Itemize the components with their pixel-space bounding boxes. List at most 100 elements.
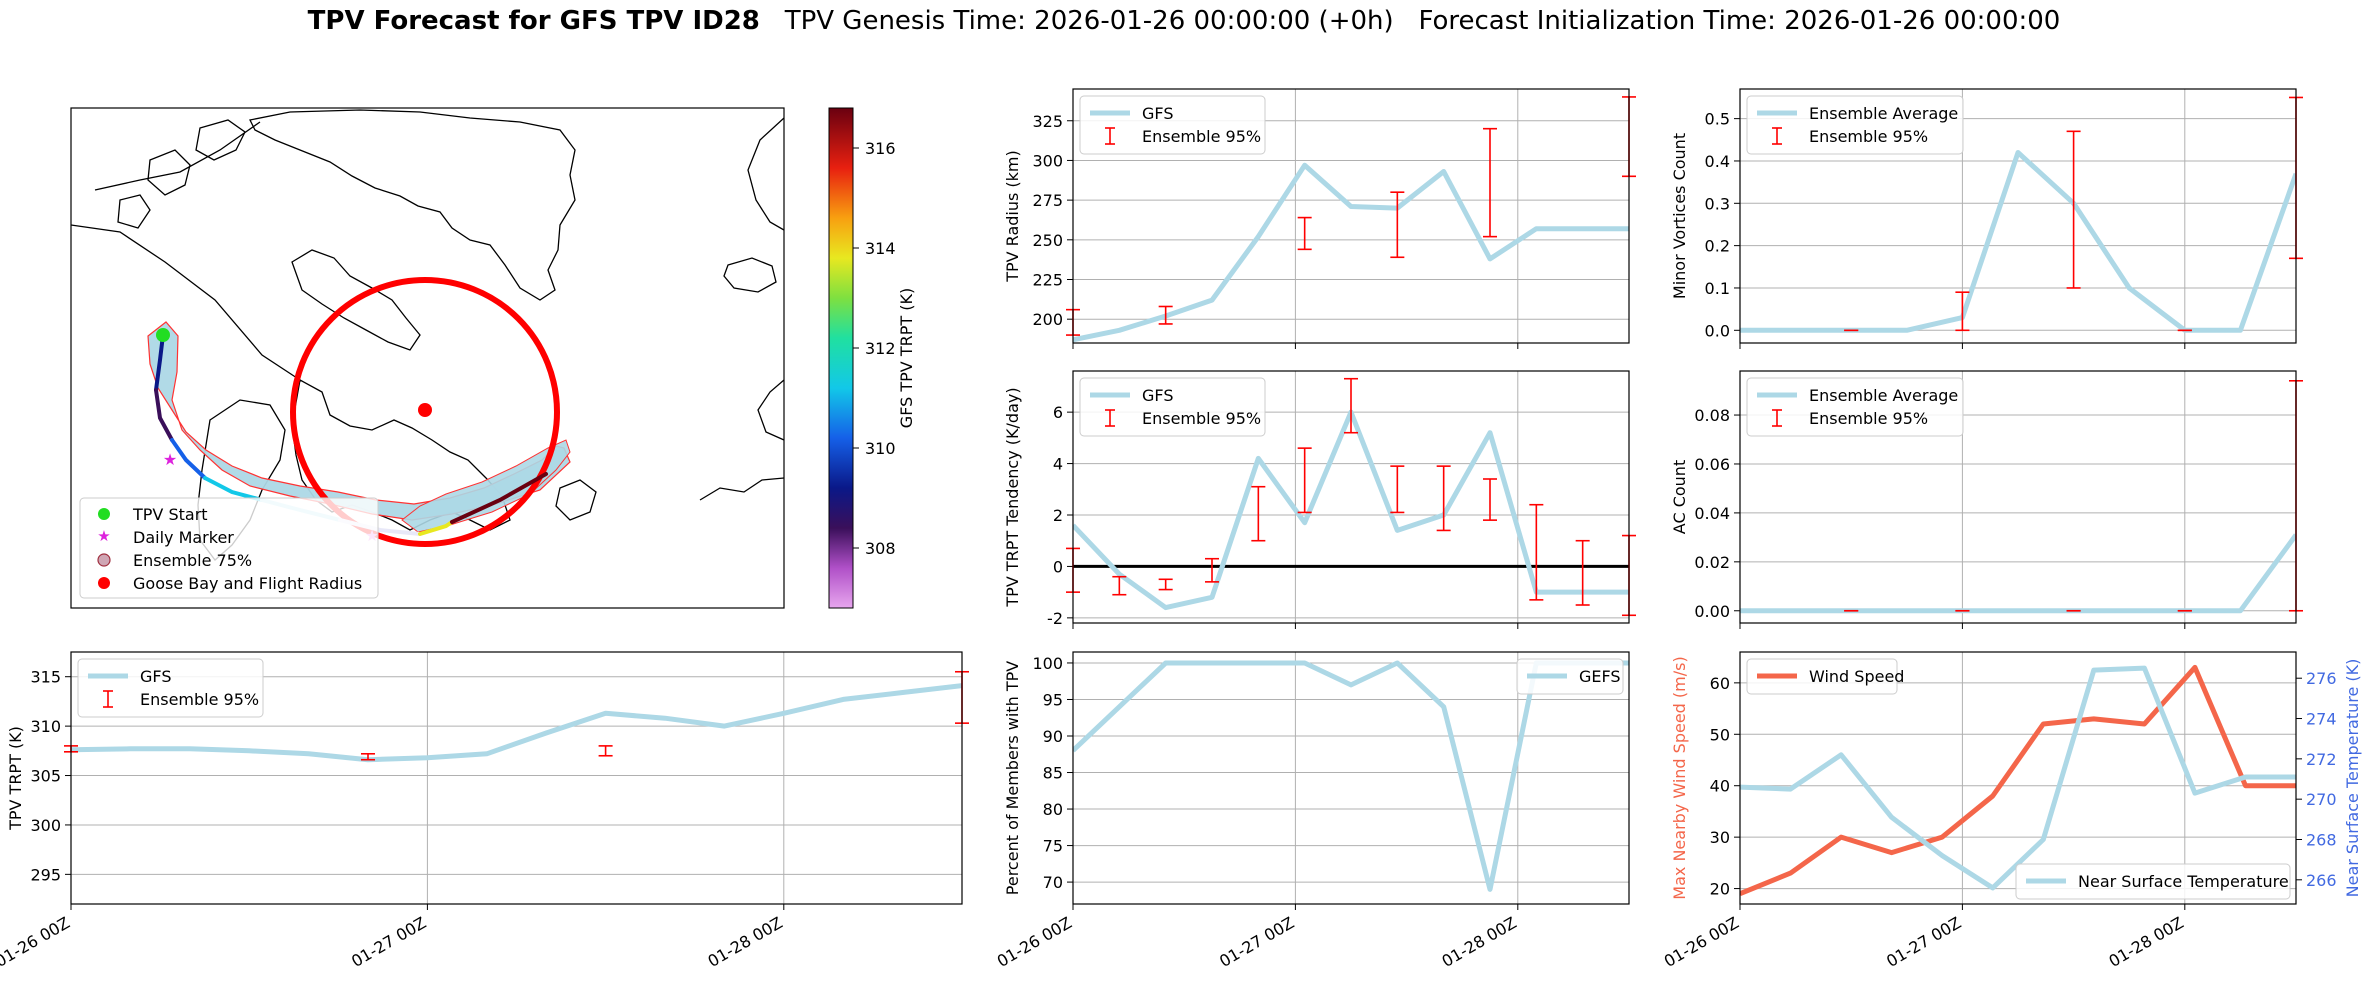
radius-legend-label-0: GFS (1142, 104, 1173, 123)
trpt-legend: GFS Ensemble 95% (77, 658, 264, 718)
trpt-legend-label-1: Ensemble 95% (140, 690, 259, 709)
radius-errorbar-3 (1390, 191, 1405, 259)
minor-frame (1739, 88, 2297, 344)
wind_temp-ytick-label-4: 60 (1710, 674, 1730, 693)
track-seg-4 (203, 476, 264, 502)
coast-baffin (291, 249, 421, 351)
wind_temp-ytick-label-3: 50 (1710, 725, 1730, 744)
track-seg-7 (418, 520, 454, 536)
minor-legend-label-1: Ensemble 95% (1809, 127, 1928, 146)
tendency-ytick-label-4: 6 (1053, 403, 1063, 422)
radius-errorbar-2 (1297, 216, 1312, 251)
map-legend: ★ TPV Start Daily Marker Ensemble 75% Go… (79, 497, 379, 599)
members-ytick-label-0: 70 (1043, 873, 1063, 892)
wind_temp-xtick-label-2: 01-28 00Z (2106, 913, 2187, 971)
ac-legend: Ensemble Average Ensemble 95% (1746, 377, 1964, 437)
tendency-errorbar-7 (1390, 465, 1405, 514)
colorbar-tick-label-2: 312 (865, 339, 896, 358)
ac-series-0-line (1740, 533, 2296, 614)
minor-legend-label-0: Ensemble Average (1809, 104, 1958, 123)
tendency-errorbar-8 (1436, 465, 1451, 532)
wind_temp-legend: Wind Speed (1746, 658, 1904, 695)
daily-marker-1: ★ (163, 450, 177, 469)
colorbar-tick-label-4: 316 (865, 139, 896, 158)
tendency-ytick-label-1: 0 (1053, 557, 1063, 576)
minor-ytick-label-1: 0.1 (1705, 279, 1730, 298)
wind_temp-ytick-label-2: 40 (1710, 777, 1730, 796)
ac-ytick-label-2: 0.04 (1694, 504, 1730, 523)
border-west (71, 224, 301, 381)
tendency-errorbar-4 (1251, 485, 1266, 542)
legend-start-icon (98, 508, 110, 520)
ac-ytick-label-0: 0.00 (1694, 602, 1730, 621)
wind_temp-series-0-line (1740, 664, 2296, 897)
minor-series-0-line (1740, 150, 2296, 333)
figure-title-init: Forecast Initialization Time: 2026-01-26… (1418, 6, 2061, 36)
chart-trpt-panel: 295 300 305 310 315 01-26 00Z 01-27 00Z 01-28 0… (0, 651, 969, 971)
ac-legend-box (1746, 377, 1964, 437)
minor-legend-box (1746, 95, 1964, 155)
ac-ytick-label-4: 0.08 (1694, 406, 1730, 425)
track-seg-1 (154, 333, 165, 392)
map-legend-box (79, 497, 379, 599)
wind_temp-legend: Near Surface Temperature (2015, 863, 2291, 900)
figure-title-bold: TPV Forecast for GFS TPV ID28 (307, 6, 760, 36)
legend-goosebay-icon (98, 577, 110, 589)
radius-legend: GFS Ensemble 95% (1079, 95, 1266, 155)
wind_temp-series-1-line (1740, 665, 2296, 891)
goose-bay-marker (418, 403, 432, 417)
wind_temp-legend-box (1746, 658, 1898, 695)
colorbar-ticks: 308 310 312 314 316 (853, 139, 896, 558)
radius-errorbar-1 (1158, 305, 1173, 325)
ac-ytick-label-1: 0.02 (1694, 553, 1730, 572)
ac-ytick-label-3: 0.06 (1694, 455, 1730, 474)
legend-ensemble-icon (97, 553, 111, 567)
wind_temp-ytick-right-label-3: 272 (2306, 750, 2337, 769)
colorbar-gradient (828, 107, 854, 609)
members-ylabel: Percent of Members with TPV (1003, 661, 1022, 895)
coast-scandinavia (747, 117, 784, 231)
tendency-frame (1072, 370, 1630, 624)
tendency-errorbar-6 (1344, 377, 1358, 434)
members-xtick-label-0: 01-26 00Z (994, 913, 1075, 971)
trpt-ylabel: TPV TRPT (K) (6, 726, 25, 831)
trpt-xtick-label-1: 01-27 00Z (348, 913, 429, 971)
colorbar: 308 310 312 314 316 GFS TPV TRPT (K) (828, 107, 916, 609)
wind_temp-frame (1739, 651, 2297, 905)
minor-ytick-label-3: 0.3 (1705, 194, 1730, 213)
radius-ytick-label-2: 250 (1032, 231, 1063, 250)
tpv-start-marker (156, 328, 170, 342)
map-legend-label-0: TPV Start (132, 505, 208, 524)
map-legend-label-3: Goose Bay and Flight Radius (133, 574, 362, 593)
trpt-legend-label-0: GFS (140, 667, 171, 686)
chart-wind-temp-panel: 20 30 40 50 60 01-26 00Z 01-27 00Z 01-28 00Z Max… (1661, 651, 2362, 971)
members-ytick-label-2: 80 (1043, 800, 1063, 819)
members-xtick-label-2: 01-28 00Z (1439, 913, 1520, 971)
trpt-ytick-label-3: 310 (30, 717, 61, 736)
wind_temp-xtick-label-0: 01-26 00Z (1661, 913, 1742, 971)
members-frame (1072, 651, 1630, 905)
members-legend: GEFS (1516, 658, 1624, 695)
tendency-errorbar-10 (1529, 503, 1544, 601)
legend-daily-icon: ★ (97, 527, 110, 545)
trpt-errorbar-2 (598, 745, 613, 757)
radius-ytick-label-3: 275 (1032, 191, 1063, 210)
track-seg-3 (170, 438, 207, 480)
tendency-errorbar-2 (1158, 578, 1173, 591)
tendency-ytick-label-0: -2 (1047, 609, 1063, 628)
trpt-frame (70, 651, 963, 905)
minor-ylabel: Minor Vortices Count (1670, 133, 1689, 299)
wind_temp-ytick-label-1: 30 (1710, 828, 1730, 847)
radius-ytick-label-0: 200 (1032, 310, 1063, 329)
coast-greenland (249, 109, 576, 301)
tendency-ytick-label-3: 4 (1053, 455, 1063, 474)
radius-frame (1072, 88, 1630, 344)
radius-ytick-label-1: 225 (1032, 271, 1063, 290)
map-legend-label-2: Ensemble 75% (133, 551, 252, 570)
wind_temp-ytick-right-label-4: 274 (2306, 710, 2337, 729)
coast-arctic-islands (195, 119, 246, 161)
ensemble-75-envelope-east (401, 439, 571, 533)
border-north (94, 121, 261, 191)
wind_temp-xtick-label-1: 01-27 00Z (1883, 913, 1964, 971)
colorbar-tick-label-1: 310 (865, 439, 896, 458)
